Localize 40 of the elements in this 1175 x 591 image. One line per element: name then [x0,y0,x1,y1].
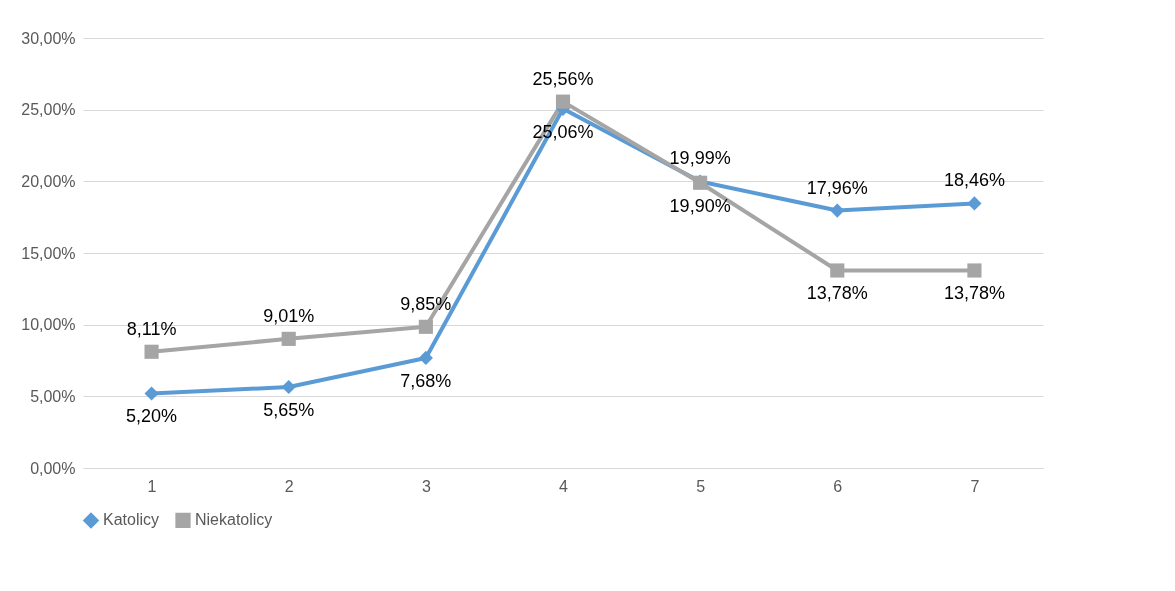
point [144,344,159,359]
y-tick-label: 30,00% [21,29,76,47]
data-label: 25,56% [532,68,594,89]
x-tick-label: 4 [559,477,569,495]
y-tick-label: 25,00% [21,101,76,119]
data-label: 5,65% [263,400,315,421]
data-label: 9,85% [400,293,452,314]
x-tick-label: 6 [833,477,843,495]
y-tick-label: 10,00% [21,316,76,334]
point [281,379,296,395]
data-label: 13,78% [943,283,1005,304]
point [281,331,296,346]
legend-label: Niekatolicy [195,511,273,529]
x-tick-label: 2 [284,477,294,495]
point [830,203,845,218]
data-label: 7,68% [400,370,452,391]
data-label: 18,46% [943,170,1005,191]
data-label: 17,96% [806,177,868,198]
y-tick-label: 20,00% [21,172,76,190]
data-label: 9,01% [263,305,315,326]
y-tick-label: 0,00% [30,459,76,477]
data-label: 13,78% [806,283,868,304]
data-label: 19,90% [669,195,731,216]
x-tick-label: 5 [696,477,706,495]
x-tick-label: 1 [147,477,157,495]
point [418,319,433,334]
data-label: 19,99% [669,148,731,169]
point [555,94,571,109]
point [830,263,845,278]
y-tick-label: 15,00% [21,244,76,262]
x-tick-label: 7 [970,477,980,495]
point [144,386,159,401]
x-tick-label: 3 [421,477,431,495]
point [967,263,982,278]
point [967,196,982,211]
y-tick-label: 5,00% [30,387,76,405]
data-label: 8,11% [126,318,177,339]
legend-label: Katolicy [103,511,160,529]
point [418,350,433,365]
data-label: 5,20% [126,406,178,427]
